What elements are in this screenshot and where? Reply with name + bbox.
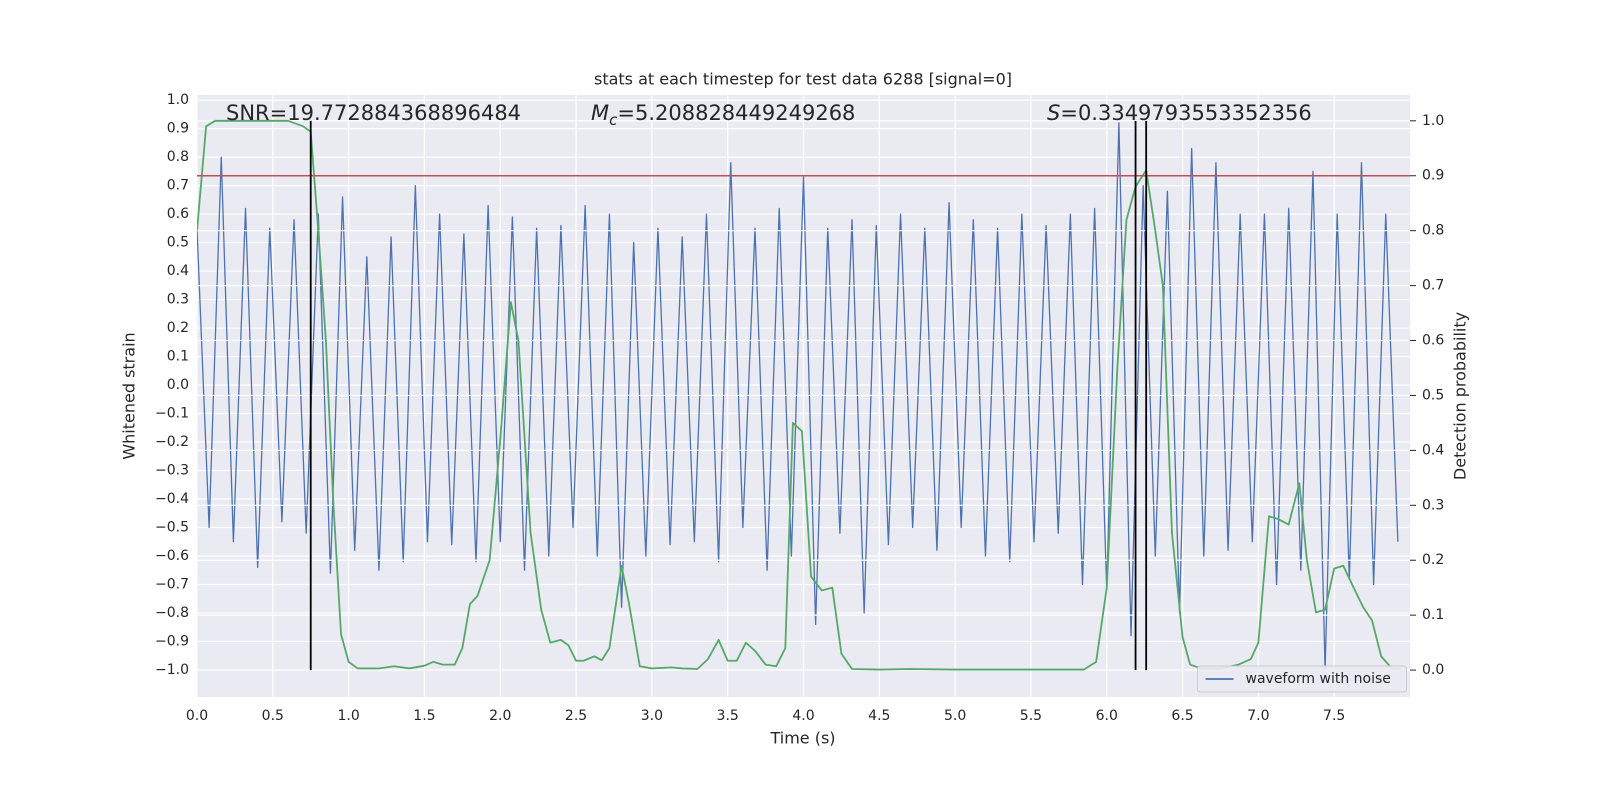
y-tick-label: −0.7 — [155, 576, 189, 592]
x-tick-label: 2.5 — [565, 708, 587, 724]
x-tick-label: 4.0 — [792, 708, 814, 724]
y-tick-label: −0.5 — [155, 519, 189, 535]
x-tick-label: 5.5 — [1020, 708, 1042, 724]
y-tick-label: 0.6 — [167, 206, 189, 222]
y2-tick-label: 0.3 — [1422, 497, 1444, 513]
y-tick-label: −0.6 — [155, 548, 189, 564]
y2-tick-label: 0.1 — [1422, 607, 1444, 623]
y2-tick-label: 0.8 — [1422, 223, 1444, 239]
y-tick-label: 0.2 — [167, 320, 189, 336]
y-tick-label: 0.1 — [167, 349, 189, 365]
legend-box — [1197, 665, 1407, 693]
annotation-subscript: c — [609, 111, 618, 129]
x-tick-label: 0.5 — [262, 708, 284, 724]
labels: 0.0 0.5 1.0 1.5 2.0 2.5 3.0 3.5 4.0 4.5 5.0 5.5 6.0 6… — [155, 92, 1444, 724]
y-tick-label: 0.4 — [167, 263, 189, 279]
x-tick-label: 3.5 — [717, 708, 739, 724]
y-tick-label: 0.8 — [167, 149, 189, 165]
y-tick-label: 0.9 — [167, 121, 189, 137]
y-tick-label: −1.0 — [155, 662, 189, 678]
y-axis-label: Whitened strain — [120, 332, 139, 459]
annotation: Mc=5.208828449249268 — [591, 101, 855, 129]
y-tick-label: −0.3 — [155, 463, 189, 479]
waveform-layer — [197, 122, 1399, 671]
probability-line — [197, 119, 1401, 671]
top-layer — [197, 119, 1410, 671]
x-tick-label: 6.5 — [1171, 708, 1193, 724]
y2-tick-label: 0.5 — [1422, 387, 1444, 403]
y-tick-label: 1.0 — [167, 92, 189, 108]
y-tick-label: 0.0 — [167, 377, 189, 393]
annotation-text: SNR=19.772884368896484 — [226, 101, 521, 125]
y-tick-label: −0.4 — [155, 491, 189, 507]
y2-axis-label: Detection probability — [1451, 312, 1470, 480]
y-tick-label: −0.1 — [155, 406, 189, 422]
x-tick-label: 7.0 — [1247, 708, 1269, 724]
x-tick-label: 1.0 — [337, 708, 359, 724]
annotation: S=0.3349793553352356 — [1047, 101, 1312, 125]
y2-tick-label: 0.0 — [1422, 662, 1444, 678]
y2-tick-label: 1.0 — [1422, 113, 1444, 129]
x-tick-label: 6.0 — [1096, 708, 1118, 724]
y-tick-label: −0.9 — [155, 633, 189, 649]
y-tick-label: 0.3 — [167, 292, 189, 308]
x-tick-label: 3.0 — [641, 708, 663, 724]
waveform-line — [197, 122, 1399, 671]
x-tick-label: 0.0 — [186, 708, 208, 724]
y2-tick-label: 0.6 — [1422, 333, 1444, 349]
y2-tick-label: 0.9 — [1422, 168, 1444, 184]
annotation: SNR=19.772884368896484 — [226, 101, 521, 125]
y-tick-label: 0.7 — [167, 178, 189, 194]
legend-label: waveform with noise — [1246, 671, 1391, 687]
y-tick-label: 0.5 — [167, 235, 189, 251]
annotation-text: =5.208828449249268 — [617, 101, 855, 125]
x-tick-label: 7.5 — [1323, 708, 1345, 724]
y2-tick-label: 0.4 — [1422, 442, 1444, 458]
y-tick-label: −0.2 — [155, 434, 189, 450]
x-tick-label: 4.5 — [868, 708, 890, 724]
y2-tick-label: 0.2 — [1422, 552, 1444, 568]
annotation-symbol: M — [591, 101, 609, 125]
x-tick-label: 1.5 — [413, 708, 435, 724]
y-tick-label: −0.8 — [155, 605, 189, 621]
annotation-text: =0.3349793553352356 — [1060, 101, 1311, 125]
x-axis-label: Time (s) — [769, 729, 835, 748]
x-tick-label: 5.0 — [944, 708, 966, 724]
y2-tick-label: 0.7 — [1422, 278, 1444, 294]
annotation-symbol: S — [1047, 101, 1060, 125]
chart-title: stats at each timestep for test data 628… — [594, 70, 1012, 89]
x-tick-label: 2.0 — [489, 708, 511, 724]
